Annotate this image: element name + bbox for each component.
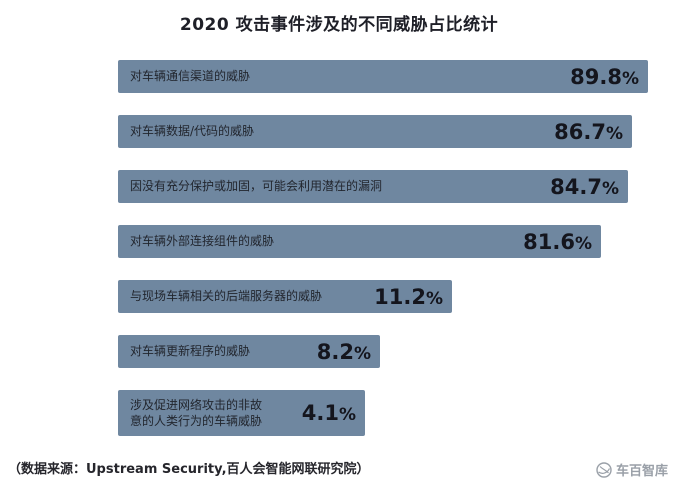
percent-sign: % — [425, 288, 443, 309]
bar-label: 对车辆外部连接组件的威胁 — [130, 234, 275, 249]
bar-value: 89.8% — [570, 64, 639, 89]
chart-title: 2020 攻击事件涉及的不同威胁占比统计 — [179, 15, 499, 35]
bar-row: 对车辆数据/代码的威胁 86.7% — [118, 115, 632, 148]
bar-row: 因没有充分保护或加固，可能会利用潜在的漏洞 84.7% — [118, 170, 628, 203]
bar-value: 4.1% — [301, 401, 356, 425]
bar-value: 81.6% — [523, 229, 592, 254]
bar-row: 涉及促进网络攻击的非故 意的人类行为的车辆威胁 4.1% — [118, 390, 365, 436]
bar-label: 对车辆数据/代码的威胁 — [130, 124, 255, 139]
percent-sign: % — [574, 233, 592, 254]
bar-label: 因没有充分保护或加固，可能会利用潜在的漏洞 — [130, 179, 383, 194]
bar-label: 对车辆通信渠道的威胁 — [130, 69, 251, 84]
percent-sign: % — [353, 343, 371, 364]
percent-sign: % — [605, 123, 623, 144]
bar-value: 11.2% — [374, 284, 443, 309]
data-source-note: （数据来源：Upstream Security,百人会智能网联研究院） — [8, 462, 370, 477]
watermark-logo-icon — [596, 461, 612, 478]
bar-label: 与现场车辆相关的后端服务器的威胁 — [130, 289, 323, 304]
bar-chart: 对车辆通信渠道的威胁 89.8% 对车辆数据/代码的威胁 86.7% 因没有充分… — [118, 60, 648, 436]
watermark-text: 车百智库 — [615, 464, 668, 479]
bar-value: 8.2% — [316, 339, 371, 364]
bar-row: 对车辆外部连接组件的威胁 81.6% — [118, 225, 601, 258]
percent-sign: % — [621, 68, 639, 89]
bar-row: 对车辆更新程序的威胁 8.2% — [118, 335, 380, 368]
bar-row: 与现场车辆相关的后端服务器的威胁 11.2% — [118, 280, 452, 313]
watermark: 车百智库 — [596, 460, 668, 479]
bar-label: 对车辆更新程序的威胁 — [130, 344, 251, 359]
percent-sign: % — [338, 405, 356, 425]
bar-row: 对车辆通信渠道的威胁 89.8% — [118, 60, 648, 93]
bar-value: 86.7% — [554, 119, 623, 144]
bar-value: 84.7% — [550, 174, 619, 199]
percent-sign: % — [601, 178, 619, 199]
bar-label: 涉及促进网络攻击的非故 意的人类行为的车辆威胁 — [130, 397, 263, 428]
